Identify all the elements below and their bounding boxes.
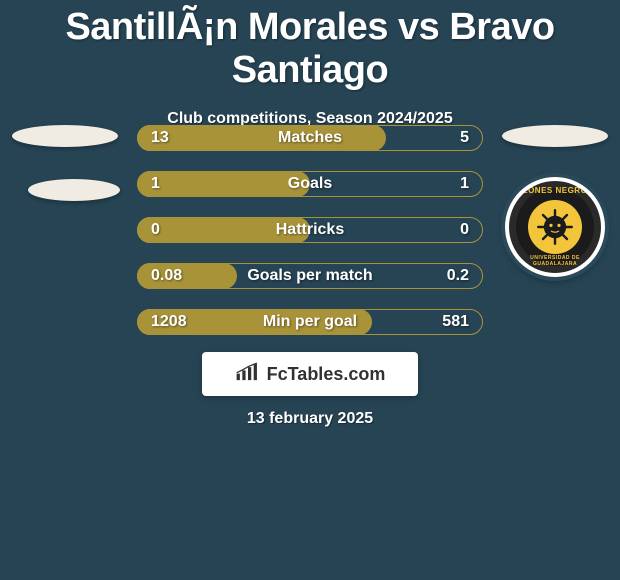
right-club-logo: LEONES NEGROS [505,177,605,277]
club-logo-top-text: LEONES NEGROS [509,186,601,195]
left-player-avatar-1 [12,125,118,147]
left-player-avatar-2 [28,179,120,201]
bar-chart-icon [235,362,261,387]
stat-row: 00Hattricks [137,217,483,243]
stat-row: 11Goals [137,171,483,197]
fctables-label: FcTables.com [267,364,386,385]
stat-label: Goals per match [137,263,483,289]
stat-label: Min per goal [137,309,483,335]
stat-bars: 135Matches 11Goals 00Hattricks 0.080.2Goals… [137,125,483,355]
page-title: SantillÃ¡n Morales vs Bravo Santiago [0,0,620,92]
stat-label: Goals [137,171,483,197]
stat-label: Hattricks [137,217,483,243]
stat-row: 135Matches [137,125,483,151]
right-player-avatar-1 [502,125,608,147]
club-logo-bottom-text: UNIVERSIDAD DE GUADALAJARA [509,255,601,267]
right-player-column: LEONES NEGROS [490,110,620,277]
stat-row: 0.080.2Goals per match [137,263,483,289]
fctables-badge[interactable]: FcTables.com [202,352,418,396]
footer-date: 13 february 2025 [0,410,620,428]
stat-row: 1208581Min per goal [137,309,483,335]
stat-label: Matches [137,125,483,151]
lion-icon [528,200,582,254]
left-player-column [0,110,130,233]
comparison-page: SantillÃ¡n Morales vs Bravo Santiago Clu… [0,0,620,580]
